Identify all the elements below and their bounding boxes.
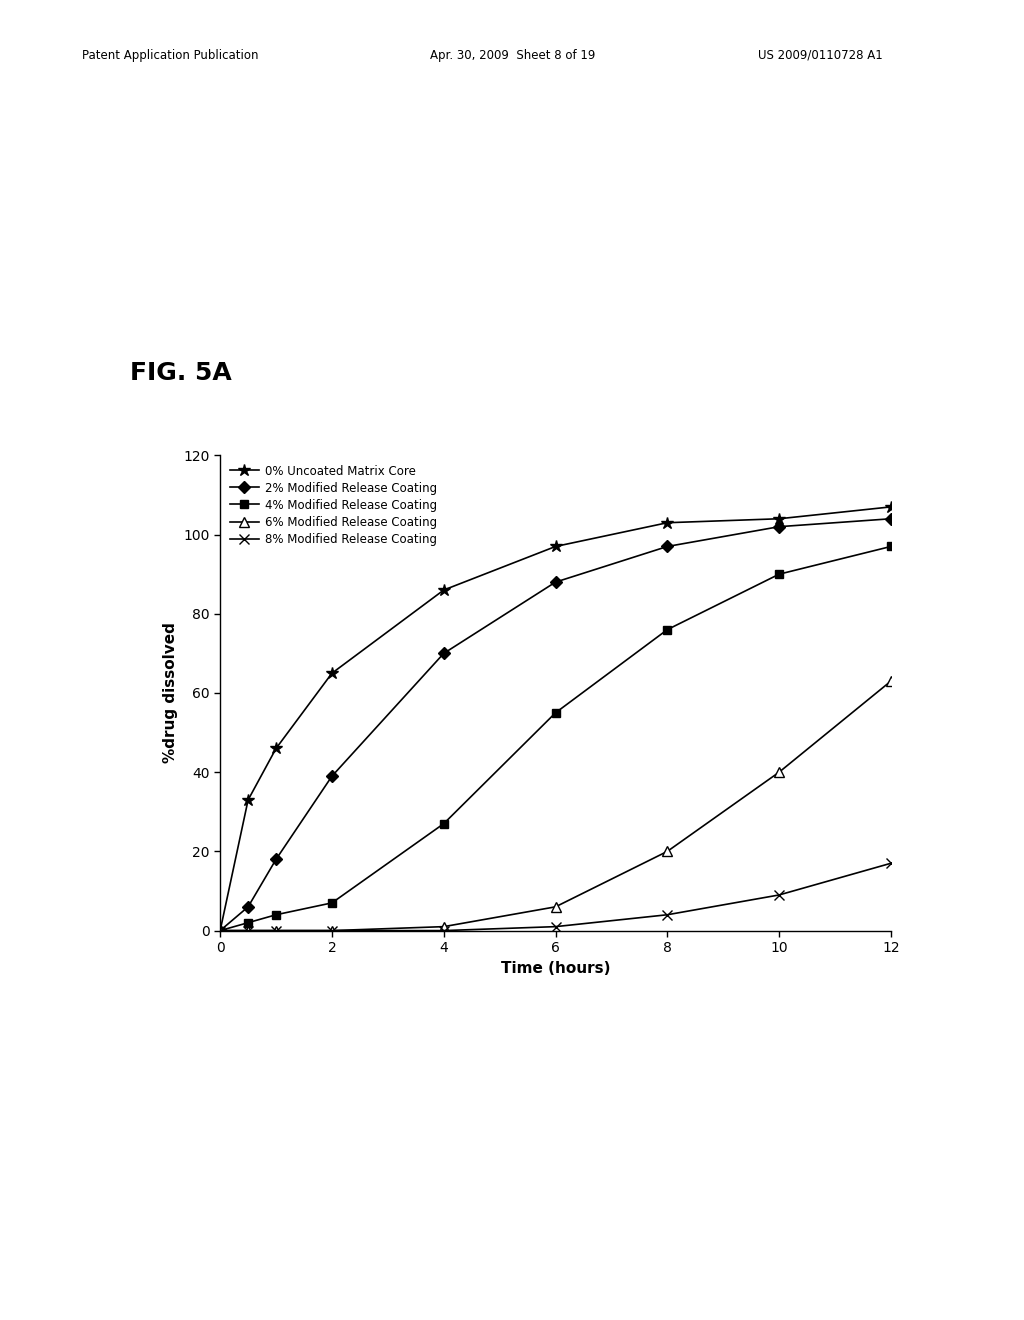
0% Uncoated Matrix Core [773,511,785,527]
Legend: 0% Uncoated Matrix Core, 2% Modified Release Coating, 4% Modified Release Coatin: 0% Uncoated Matrix Core, 2% Modified Rel… [226,461,440,550]
8% Modified Release Coating [270,923,283,939]
4% Modified Release Coating [326,895,338,911]
4% Modified Release Coating [437,816,450,832]
4% Modified Release Coating [214,923,226,939]
Y-axis label: %drug dissolved: %drug dissolved [163,623,178,763]
6% Modified Release Coating [773,764,785,780]
2% Modified Release Coating [773,519,785,535]
2% Modified Release Coating [214,923,226,939]
0% Uncoated Matrix Core [242,792,254,808]
2% Modified Release Coating [242,899,254,915]
4% Modified Release Coating [885,539,897,554]
0% Uncoated Matrix Core [437,582,450,598]
2% Modified Release Coating [662,539,674,554]
4% Modified Release Coating [242,915,254,931]
0% Uncoated Matrix Core [214,923,226,939]
2% Modified Release Coating [885,511,897,527]
2% Modified Release Coating [270,851,283,867]
0% Uncoated Matrix Core [549,539,561,554]
6% Modified Release Coating [214,923,226,939]
8% Modified Release Coating [773,887,785,903]
Text: Apr. 30, 2009  Sheet 8 of 19: Apr. 30, 2009 Sheet 8 of 19 [430,49,595,62]
8% Modified Release Coating [326,923,338,939]
X-axis label: Time (hours): Time (hours) [501,961,610,975]
6% Modified Release Coating [242,923,254,939]
0% Uncoated Matrix Core [662,515,674,531]
Line: 4% Modified Release Coating: 4% Modified Release Coating [216,543,895,935]
Text: US 2009/0110728 A1: US 2009/0110728 A1 [758,49,883,62]
6% Modified Release Coating [270,923,283,939]
0% Uncoated Matrix Core [326,665,338,681]
6% Modified Release Coating [549,899,561,915]
0% Uncoated Matrix Core [885,499,897,515]
6% Modified Release Coating [885,673,897,689]
Line: 0% Uncoated Matrix Core: 0% Uncoated Matrix Core [214,500,897,937]
8% Modified Release Coating [214,923,226,939]
4% Modified Release Coating [773,566,785,582]
8% Modified Release Coating [662,907,674,923]
4% Modified Release Coating [662,622,674,638]
8% Modified Release Coating [549,919,561,935]
6% Modified Release Coating [326,923,338,939]
6% Modified Release Coating [437,919,450,935]
8% Modified Release Coating [885,855,897,871]
2% Modified Release Coating [437,645,450,661]
8% Modified Release Coating [242,923,254,939]
4% Modified Release Coating [270,907,283,923]
Text: Patent Application Publication: Patent Application Publication [82,49,258,62]
Text: FIG. 5A: FIG. 5A [130,362,231,385]
2% Modified Release Coating [326,768,338,784]
0% Uncoated Matrix Core [270,741,283,756]
4% Modified Release Coating [549,705,561,721]
Line: 8% Modified Release Coating: 8% Modified Release Coating [215,858,896,936]
8% Modified Release Coating [437,923,450,939]
6% Modified Release Coating [662,843,674,859]
2% Modified Release Coating [549,574,561,590]
Line: 2% Modified Release Coating: 2% Modified Release Coating [216,515,895,935]
Line: 6% Modified Release Coating: 6% Modified Release Coating [215,676,896,936]
